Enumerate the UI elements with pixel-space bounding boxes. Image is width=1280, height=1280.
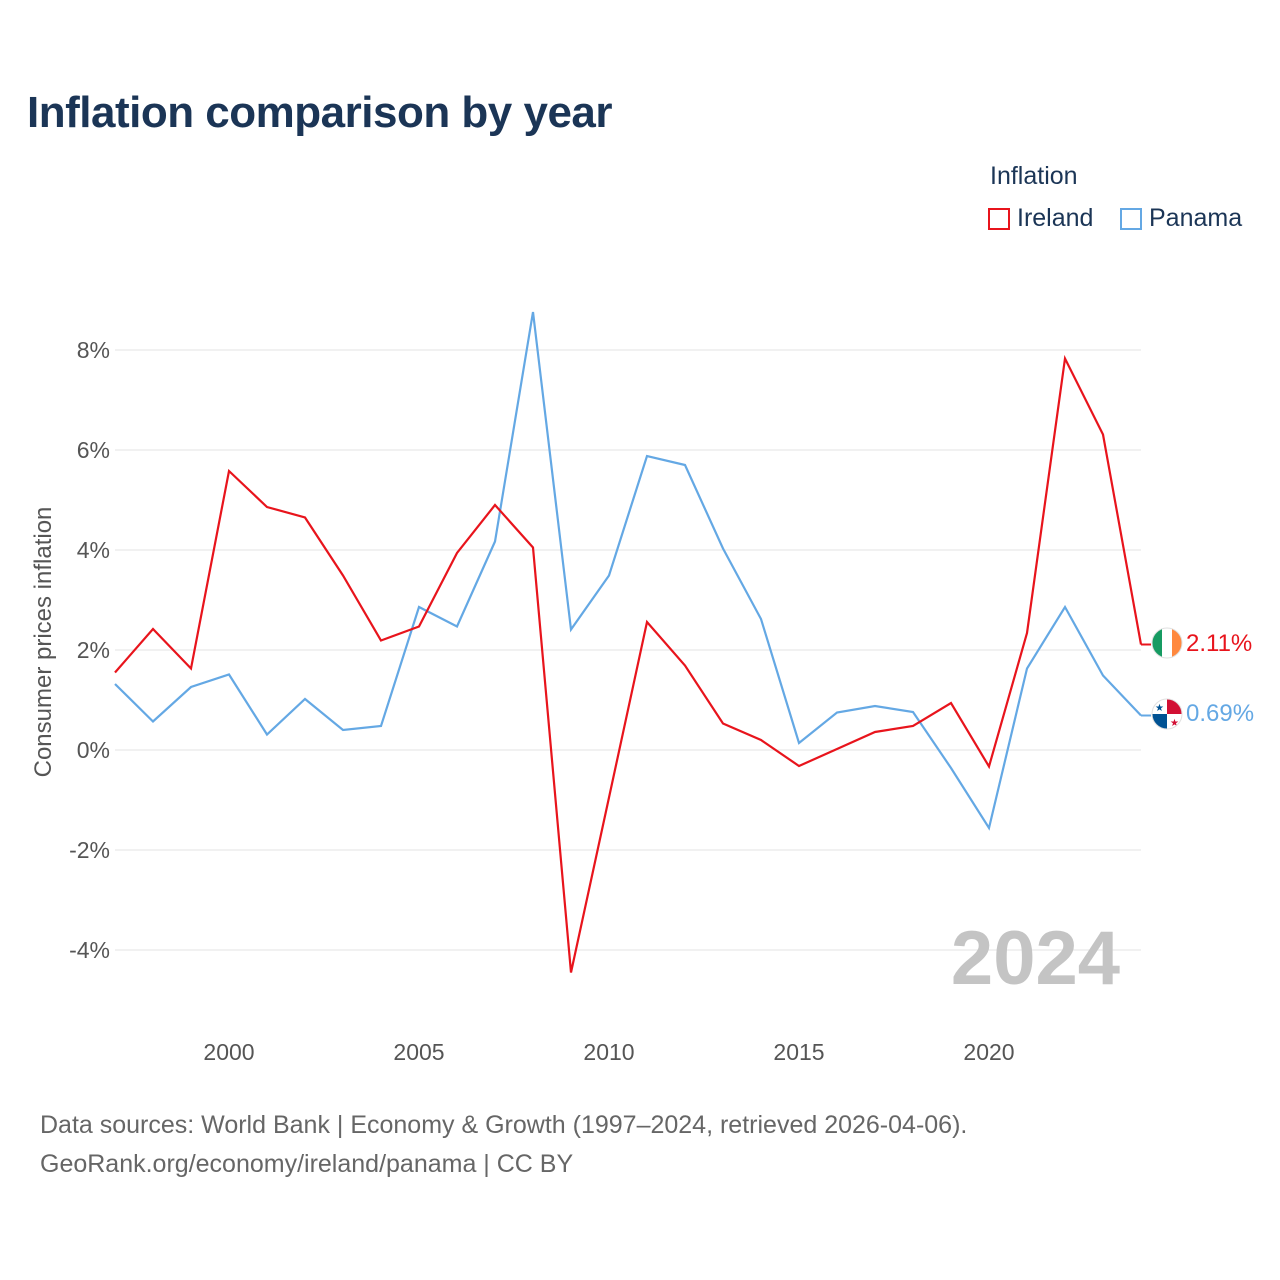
y-tick-label: -4%: [69, 937, 110, 963]
ireland-end-value: 2.11%: [1186, 630, 1252, 657]
y-axis-ticks: -4% -2% 0% 2% 4% 6% 8%: [69, 337, 110, 963]
legend-label-panama: Panama: [1149, 204, 1243, 232]
series-layer: [114, 311, 1151, 973]
y-axis-title: Consumer prices inflation: [30, 507, 57, 778]
x-tick-label: 2005: [393, 1039, 444, 1065]
ireland-flag-icon: [1151, 627, 1183, 659]
x-tick-label: 2000: [203, 1039, 254, 1065]
x-tick-label: 2015: [773, 1039, 824, 1065]
chart-title: Inflation comparison by year: [27, 88, 613, 137]
series-line-ireland: [114, 354, 1143, 973]
source-line-1: Data sources: World Bank | Economy & Gro…: [40, 1111, 968, 1139]
gridlines: [115, 349, 1141, 951]
y-tick-label: 4%: [77, 537, 110, 563]
legend-item-panama[interactable]: Panama: [1120, 204, 1242, 233]
line-chart: -4% -2% 0% 2% 4% 6% 8% 2000 2005 2010 2015 2020 Co…: [30, 311, 1254, 1065]
svg-text:★: ★: [1170, 718, 1179, 729]
series-line-panama: [114, 311, 1142, 831]
legend-swatch-panama: [1120, 207, 1142, 230]
x-tick-label: 2010: [583, 1039, 634, 1065]
panama-end-value: 0.69%: [1186, 700, 1254, 727]
y-tick-label: 2%: [77, 637, 110, 663]
current-year-watermark: 2024: [951, 916, 1120, 1001]
panama-flag-icon: ★ ★: [1151, 698, 1183, 730]
source-note: Data sources: World Bank | Economy & Gro…: [40, 1106, 967, 1184]
legend-item-ireland[interactable]: Ireland: [988, 204, 1093, 233]
x-axis-ticks: 2000 2005 2010 2015 2020: [203, 1039, 1014, 1065]
legend-swatch-ireland: [988, 207, 1010, 230]
svg-text:★: ★: [1155, 703, 1164, 714]
legend-title: Inflation: [990, 162, 1078, 190]
y-tick-label: -2%: [69, 837, 110, 863]
x-tick-label: 2020: [963, 1039, 1014, 1065]
y-tick-label: 6%: [77, 437, 110, 463]
y-tick-label: 8%: [77, 337, 110, 363]
source-line-2: GeoRank.org/economy/ireland/panama | CC …: [40, 1150, 574, 1178]
y-tick-label: 0%: [77, 737, 110, 763]
legend-label-ireland: Ireland: [1017, 204, 1094, 232]
